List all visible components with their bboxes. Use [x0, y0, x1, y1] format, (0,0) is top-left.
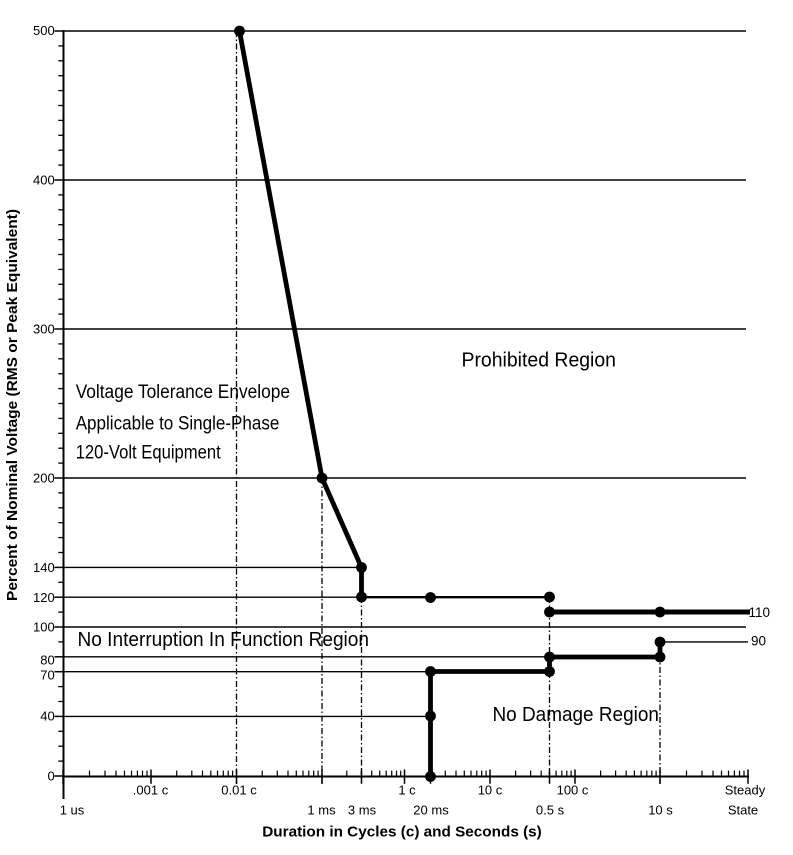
- svg-text:Applicable to Single-Phase: Applicable to Single-Phase: [76, 414, 280, 435]
- svg-text:90: 90: [751, 634, 766, 649]
- svg-text:Prohibited Region: Prohibited Region: [462, 350, 617, 372]
- svg-text:80: 80: [40, 653, 54, 668]
- svg-text:20 ms: 20 ms: [413, 803, 449, 818]
- svg-text:0: 0: [47, 769, 54, 784]
- svg-text:400: 400: [33, 173, 55, 188]
- svg-text:70: 70: [40, 667, 54, 682]
- svg-text:500: 500: [33, 23, 55, 38]
- svg-text:10 s: 10 s: [648, 803, 673, 818]
- svg-text:1 ms: 1 ms: [307, 803, 336, 818]
- svg-text:200: 200: [33, 471, 55, 486]
- svg-text:140: 140: [33, 560, 55, 575]
- svg-text:1 us: 1 us: [60, 803, 85, 818]
- svg-text:Percent of Nominal Voltage (RM: Percent of Nominal Voltage (RMS or Peak …: [4, 209, 21, 601]
- svg-text:110: 110: [749, 605, 771, 620]
- svg-text:No Damage Region: No Damage Region: [493, 704, 659, 726]
- svg-text:1 c: 1 c: [398, 783, 416, 798]
- svg-text:300: 300: [33, 322, 55, 337]
- svg-text:.001 c: .001 c: [133, 783, 169, 798]
- svg-text:120: 120: [33, 590, 55, 605]
- svg-text:40: 40: [40, 709, 54, 724]
- svg-text:State: State: [728, 803, 758, 818]
- svg-text:120-Volt Equipment: 120-Volt Equipment: [76, 443, 222, 464]
- svg-text:Steady: Steady: [725, 783, 766, 798]
- svg-text:No Interruption In Function Re: No Interruption In Function Region: [78, 629, 370, 651]
- svg-text:100 c: 100 c: [557, 783, 589, 798]
- svg-text:Voltage Tolerance Envelope: Voltage Tolerance Envelope: [76, 382, 290, 403]
- svg-text:10 c: 10 c: [478, 783, 503, 798]
- svg-text:Duration in Cycles (c) and Sec: Duration in Cycles (c) and Seconds (s): [262, 824, 542, 841]
- svg-text:0.5 s: 0.5 s: [536, 803, 565, 818]
- svg-text:0.01 c: 0.01 c: [221, 783, 257, 798]
- svg-text:3 ms: 3 ms: [348, 803, 377, 818]
- svg-text:100: 100: [33, 620, 55, 635]
